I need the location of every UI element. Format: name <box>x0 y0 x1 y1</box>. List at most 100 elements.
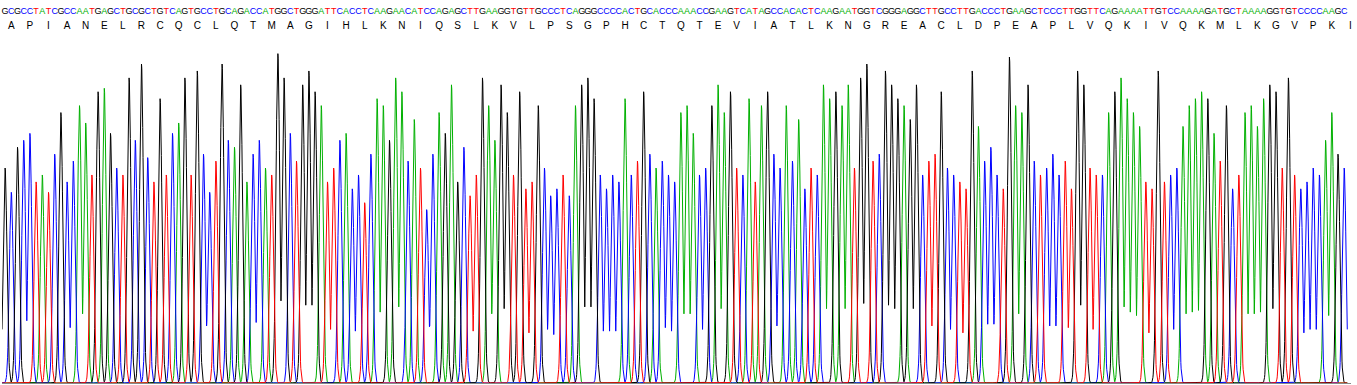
svg-text:A: A <box>486 6 492 16</box>
svg-text:G: G <box>882 6 889 16</box>
svg-text:G: G <box>274 6 281 16</box>
svg-text:G: G <box>857 6 864 16</box>
svg-text:A: A <box>436 6 442 16</box>
svg-text:G: G <box>299 6 306 16</box>
svg-text:C: C <box>950 6 957 16</box>
svg-text:L: L <box>1236 20 1242 31</box>
svg-text:C: C <box>771 6 778 16</box>
svg-text:G: G <box>863 20 871 31</box>
svg-text:C: C <box>554 6 561 16</box>
svg-text:A: A <box>262 6 268 16</box>
svg-text:G: G <box>305 6 312 16</box>
svg-text:G: G <box>126 6 133 16</box>
svg-text:G: G <box>194 6 201 16</box>
svg-text:C: C <box>355 6 362 16</box>
svg-text:S: S <box>566 20 573 31</box>
svg-text:T: T <box>269 6 275 16</box>
svg-text:A: A <box>1180 6 1186 16</box>
svg-text:A: A <box>1261 6 1267 16</box>
svg-text:C: C <box>405 6 412 16</box>
svg-text:C: C <box>1031 6 1038 16</box>
svg-text:A: A <box>399 6 405 16</box>
svg-text:C: C <box>20 6 27 16</box>
svg-text:I: I <box>326 20 329 31</box>
svg-text:C: C <box>541 6 548 16</box>
svg-text:A: A <box>721 6 727 16</box>
svg-text:C: C <box>876 6 883 16</box>
svg-text:C: C <box>603 6 610 16</box>
svg-text:G: G <box>107 6 114 16</box>
svg-text:C: C <box>200 6 207 16</box>
svg-text:H: H <box>621 20 628 31</box>
svg-text:T: T <box>957 6 963 16</box>
svg-text:T: T <box>808 6 814 16</box>
svg-text:G: G <box>894 6 901 16</box>
svg-text:G: G <box>1080 6 1087 16</box>
svg-text:A: A <box>244 6 250 16</box>
svg-text:Q: Q <box>231 20 239 31</box>
svg-text:A: A <box>1199 6 1205 16</box>
svg-text:C: C <box>671 6 678 16</box>
svg-text:G: G <box>454 6 461 16</box>
svg-text:C: C <box>1310 6 1317 16</box>
svg-text:T: T <box>789 20 795 31</box>
svg-text:A: A <box>1211 6 1217 16</box>
svg-text:Q: Q <box>1179 20 1187 31</box>
svg-text:T: T <box>1236 6 1242 16</box>
svg-text:G: G <box>1074 6 1081 16</box>
svg-text:A: A <box>448 6 454 16</box>
svg-text:C: C <box>368 6 375 16</box>
svg-text:A: A <box>287 20 294 31</box>
svg-text:T: T <box>926 6 932 16</box>
svg-text:C: C <box>988 6 995 16</box>
svg-text:G: G <box>2 6 9 16</box>
svg-text:C: C <box>287 6 294 16</box>
svg-text:T: T <box>1038 6 1044 16</box>
svg-text:T: T <box>523 6 529 16</box>
svg-text:Q: Q <box>1105 20 1113 31</box>
svg-text:A: A <box>318 6 324 16</box>
svg-text:C: C <box>423 6 430 16</box>
svg-text:I: I <box>1144 20 1147 31</box>
svg-text:G: G <box>1266 6 1273 16</box>
svg-text:A: A <box>783 6 789 16</box>
svg-text:G: G <box>1155 6 1162 16</box>
svg-text:A: A <box>684 6 690 16</box>
svg-text:M: M <box>1216 20 1224 31</box>
svg-text:N: N <box>845 20 852 31</box>
svg-text:G: G <box>764 6 771 16</box>
svg-text:T: T <box>659 20 665 31</box>
svg-text:C: C <box>696 6 703 16</box>
svg-text:T: T <box>331 6 337 16</box>
svg-text:T: T <box>1149 6 1155 16</box>
svg-text:Q: Q <box>175 20 183 31</box>
svg-text:K: K <box>826 20 833 31</box>
svg-text:C: C <box>944 6 951 16</box>
svg-text:G: G <box>386 6 393 16</box>
svg-text:G: G <box>181 6 188 16</box>
svg-text:T: T <box>511 6 517 16</box>
svg-text:R: R <box>882 20 889 31</box>
svg-text:L: L <box>957 20 963 31</box>
svg-text:A: A <box>492 6 498 16</box>
svg-text:C: C <box>740 6 747 16</box>
svg-text:G: G <box>312 6 319 16</box>
svg-text:C: C <box>628 6 635 16</box>
svg-text:P: P <box>603 20 610 31</box>
svg-text:G: G <box>516 6 523 16</box>
svg-text:L: L <box>120 20 126 31</box>
svg-text:S: S <box>454 20 461 31</box>
svg-text:A: A <box>1019 6 1025 16</box>
svg-text:A: A <box>1137 6 1143 16</box>
svg-text:C: C <box>1167 6 1174 16</box>
svg-text:G: G <box>157 6 164 16</box>
svg-text:T: T <box>932 6 938 16</box>
svg-text:G: G <box>281 6 288 16</box>
svg-text:N: N <box>82 20 89 31</box>
svg-text:G: G <box>591 6 598 16</box>
svg-text:A: A <box>901 6 907 16</box>
svg-text:C: C <box>994 6 1001 16</box>
svg-text:G: G <box>969 6 976 16</box>
svg-text:G: G <box>1334 6 1341 16</box>
svg-text:T: T <box>1000 6 1006 16</box>
